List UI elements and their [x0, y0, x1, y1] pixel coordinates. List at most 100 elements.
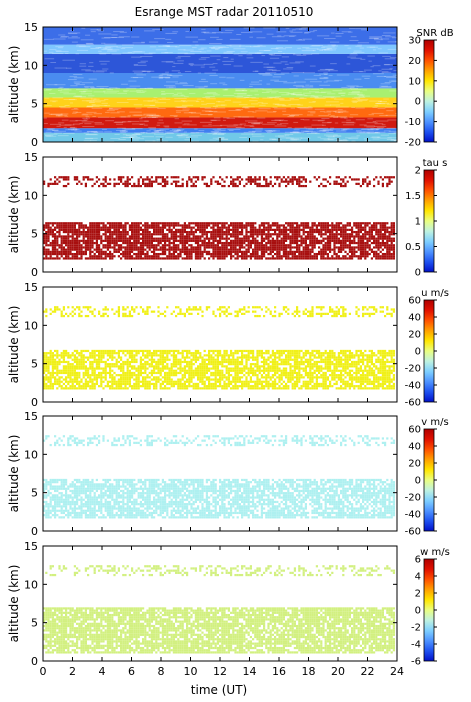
snr-texture [210, 55, 221, 57]
snr-texture [270, 54, 282, 56]
snr-texture [224, 99, 232, 101]
snr-texture [288, 103, 301, 105]
snr-texture [69, 76, 78, 78]
snr-texture [317, 48, 330, 50]
snr-colorbar-tick-label: 20 [408, 56, 421, 67]
snr-texture [139, 120, 149, 122]
snr-texture [239, 123, 247, 125]
snr-texture [372, 138, 380, 140]
snr-texture [289, 35, 295, 37]
snr-texture [194, 64, 205, 66]
snr-texture [79, 90, 87, 92]
snr-texture [367, 129, 379, 131]
snr-texture [180, 106, 188, 108]
snr-texture [185, 136, 190, 138]
snr-texture [174, 130, 183, 132]
snr-texture [351, 100, 363, 102]
snr-texture [133, 64, 139, 66]
snr-texture [195, 101, 200, 103]
snr-texture [327, 138, 341, 140]
snr-texture [73, 96, 86, 98]
snr-texture [267, 111, 276, 113]
snr-texture [212, 63, 218, 65]
chart-title: Esrange MST radar 20110510 [135, 5, 314, 19]
snr-texture [119, 131, 128, 133]
snr-texture [327, 48, 332, 50]
snr-texture [382, 55, 391, 57]
snr-texture [357, 44, 363, 46]
snr-texture [214, 130, 226, 132]
snr-texture [70, 85, 78, 87]
snr-texture [336, 74, 350, 76]
snr-texture [210, 131, 219, 133]
snr-texture [304, 32, 309, 34]
snr-texture [394, 41, 397, 43]
snr-texture [209, 47, 216, 49]
snr-texture [347, 56, 357, 58]
snr-texture [311, 53, 320, 55]
snr-texture [320, 87, 324, 89]
snr-texture [274, 104, 285, 106]
snr-texture [133, 114, 145, 116]
snr-texture [353, 71, 366, 73]
snr-texture [105, 46, 118, 48]
snr-texture [116, 123, 123, 125]
snr-texture [205, 96, 216, 98]
snr-texture [372, 65, 381, 67]
snr-texture [158, 119, 164, 121]
snr-texture [199, 121, 213, 123]
snr-texture [166, 46, 178, 48]
snr-texture [297, 107, 309, 109]
snr-texture [217, 101, 225, 103]
snr-texture [323, 72, 328, 74]
snr-texture [389, 90, 397, 92]
snr-texture [304, 31, 311, 33]
snr-texture [51, 113, 63, 115]
snr-texture [235, 127, 245, 129]
snr-texture [101, 102, 108, 104]
snr-texture [301, 130, 313, 132]
snr-texture [238, 104, 248, 106]
snr-texture [316, 130, 329, 132]
snr-texture [106, 90, 120, 92]
snr-band-6 [43, 73, 397, 89]
snr-texture [294, 139, 302, 141]
snr-texture [327, 44, 336, 46]
snr-texture [277, 51, 283, 53]
snr-texture [49, 92, 56, 94]
snr-texture [376, 41, 381, 43]
snr-texture [210, 47, 223, 49]
snr-texture [349, 27, 356, 29]
snr-texture [276, 31, 287, 33]
snr-texture [183, 112, 193, 114]
snr-band-7 [43, 53, 397, 73]
snr-texture [300, 137, 311, 139]
snr-texture [195, 86, 208, 88]
snr-texture [330, 32, 335, 34]
snr-texture [93, 113, 103, 115]
snr-texture [67, 128, 75, 130]
snr-texture [272, 130, 280, 132]
snr-texture [293, 92, 302, 94]
snr-texture [223, 117, 230, 119]
w-colorbar-tick-label: -6 [411, 657, 421, 668]
snr-texture [235, 89, 244, 91]
snr-texture [60, 36, 68, 38]
snr-texture [343, 128, 353, 130]
snr-texture [44, 112, 50, 114]
snr-texture [44, 135, 51, 137]
snr-texture [67, 37, 81, 39]
snr-texture [357, 99, 368, 101]
snr-texture [144, 116, 156, 118]
snr-texture [139, 87, 147, 89]
snr-texture [93, 132, 99, 134]
snr-texture [243, 131, 256, 133]
snr-texture [250, 81, 260, 83]
snr-texture [284, 135, 290, 137]
snr-texture [223, 64, 232, 66]
snr-texture [65, 129, 78, 131]
snr-texture [249, 125, 255, 127]
snr-texture [289, 131, 300, 133]
snr-texture [240, 31, 253, 33]
snr-texture [295, 28, 303, 30]
